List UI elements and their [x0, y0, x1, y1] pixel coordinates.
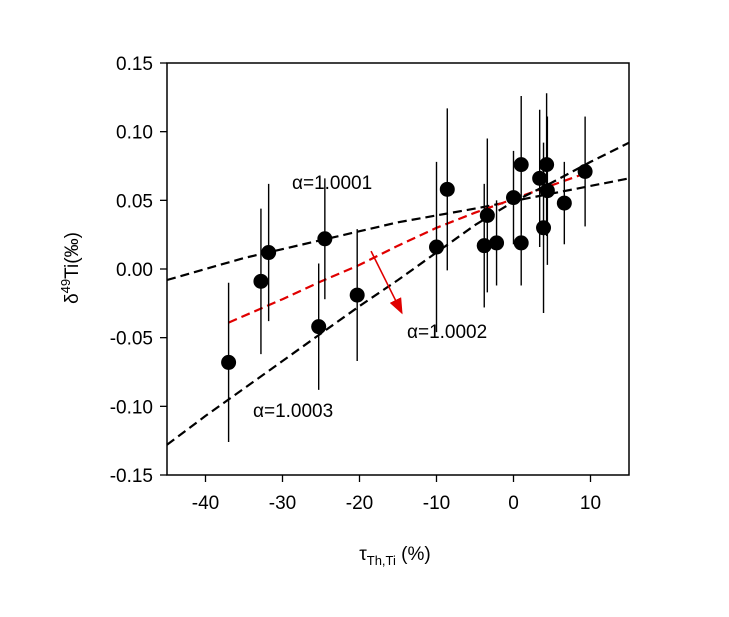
y-tick-label-5: 0.05: [116, 191, 153, 212]
plot-frame: [166, 62, 630, 476]
annotation-alpha-1-0001: α=1.0001: [292, 173, 372, 194]
data-point-13: [513, 235, 529, 251]
y-tick-label-7: 0.15: [116, 54, 153, 75]
points-layer: [221, 93, 593, 443]
data-point-2: [253, 273, 269, 289]
data-point-20: [577, 163, 593, 179]
data-point-3: [261, 245, 277, 261]
y-tick-label-3: -0.05: [110, 329, 153, 350]
data-point-14: [513, 157, 529, 173]
data-point-6: [349, 287, 365, 303]
x-axis-label: τTh,Ti (%): [359, 544, 430, 568]
y-tick-label-4: 0.00: [116, 260, 153, 281]
axes-layer: -40 -30 -20 -10 0 10 -0.15 -0.10 -0.05 0.00 0.05 0.…: [110, 54, 630, 514]
data-point-11: [489, 235, 505, 251]
x-tick-label-1: -40: [192, 493, 219, 514]
y-axis-label-main: δ: [62, 293, 83, 304]
x-tick-label-2: -30: [269, 493, 296, 514]
data-point-4: [311, 319, 327, 335]
series-line-1: [166, 177, 630, 282]
series-line-3: [166, 141, 630, 446]
x-tick-label-3: -20: [346, 493, 373, 514]
x-axis-label-sub: Th,Ti: [367, 553, 396, 568]
data-point-17: [539, 157, 555, 173]
data-point-16: [536, 220, 552, 236]
y-tick-label-2: -0.10: [110, 397, 153, 418]
y-tick-label-1: -0.15: [110, 466, 153, 487]
data-point-7: [429, 239, 444, 255]
data-point-10: [479, 207, 495, 223]
y-axis-label: δ49Ti(‰): [58, 232, 83, 304]
x-tick-label-5: 0: [508, 493, 519, 514]
data-point-9: [476, 238, 492, 254]
data-point-8: [439, 181, 455, 197]
x-tick-label-6: 10: [580, 493, 601, 514]
data-point-19: [556, 195, 572, 211]
y-axis-label-sup: 49: [58, 279, 73, 293]
data-point-5: [317, 231, 333, 247]
annotations-layer: [370, 250, 403, 315]
data-point-12: [506, 190, 521, 206]
annotation-alpha-1-0002: α=1.0002: [407, 322, 487, 343]
y-axis-label-suffix: Ti(‰): [62, 232, 83, 279]
annotation-arrow: [370, 250, 403, 315]
data-point-1: [221, 354, 237, 370]
annotation-alpha-1-0003: α=1.0003: [253, 401, 333, 422]
series-line-2: [228, 170, 591, 324]
data-point-15: [532, 170, 548, 186]
data-point-18: [539, 183, 555, 199]
curves-layer: [166, 141, 630, 446]
x-axis-label-suffix: (%): [396, 544, 431, 565]
x-tick-label-4: -10: [423, 493, 450, 514]
x-axis-label-main: τ: [359, 544, 367, 565]
y-tick-label-6: 0.10: [116, 123, 153, 144]
